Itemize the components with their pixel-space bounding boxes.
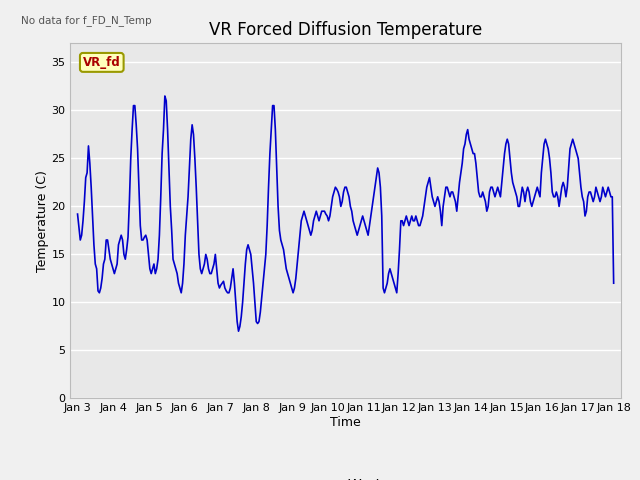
Title: VR Forced Diffusion Temperature: VR Forced Diffusion Temperature	[209, 21, 482, 39]
X-axis label: Time: Time	[330, 416, 361, 429]
Text: No data for f_FD_N_Temp: No data for f_FD_N_Temp	[21, 15, 152, 26]
Y-axis label: Temperature (C): Temperature (C)	[36, 170, 49, 272]
Legend: West: West	[303, 473, 388, 480]
Text: VR_fd: VR_fd	[83, 56, 121, 69]
